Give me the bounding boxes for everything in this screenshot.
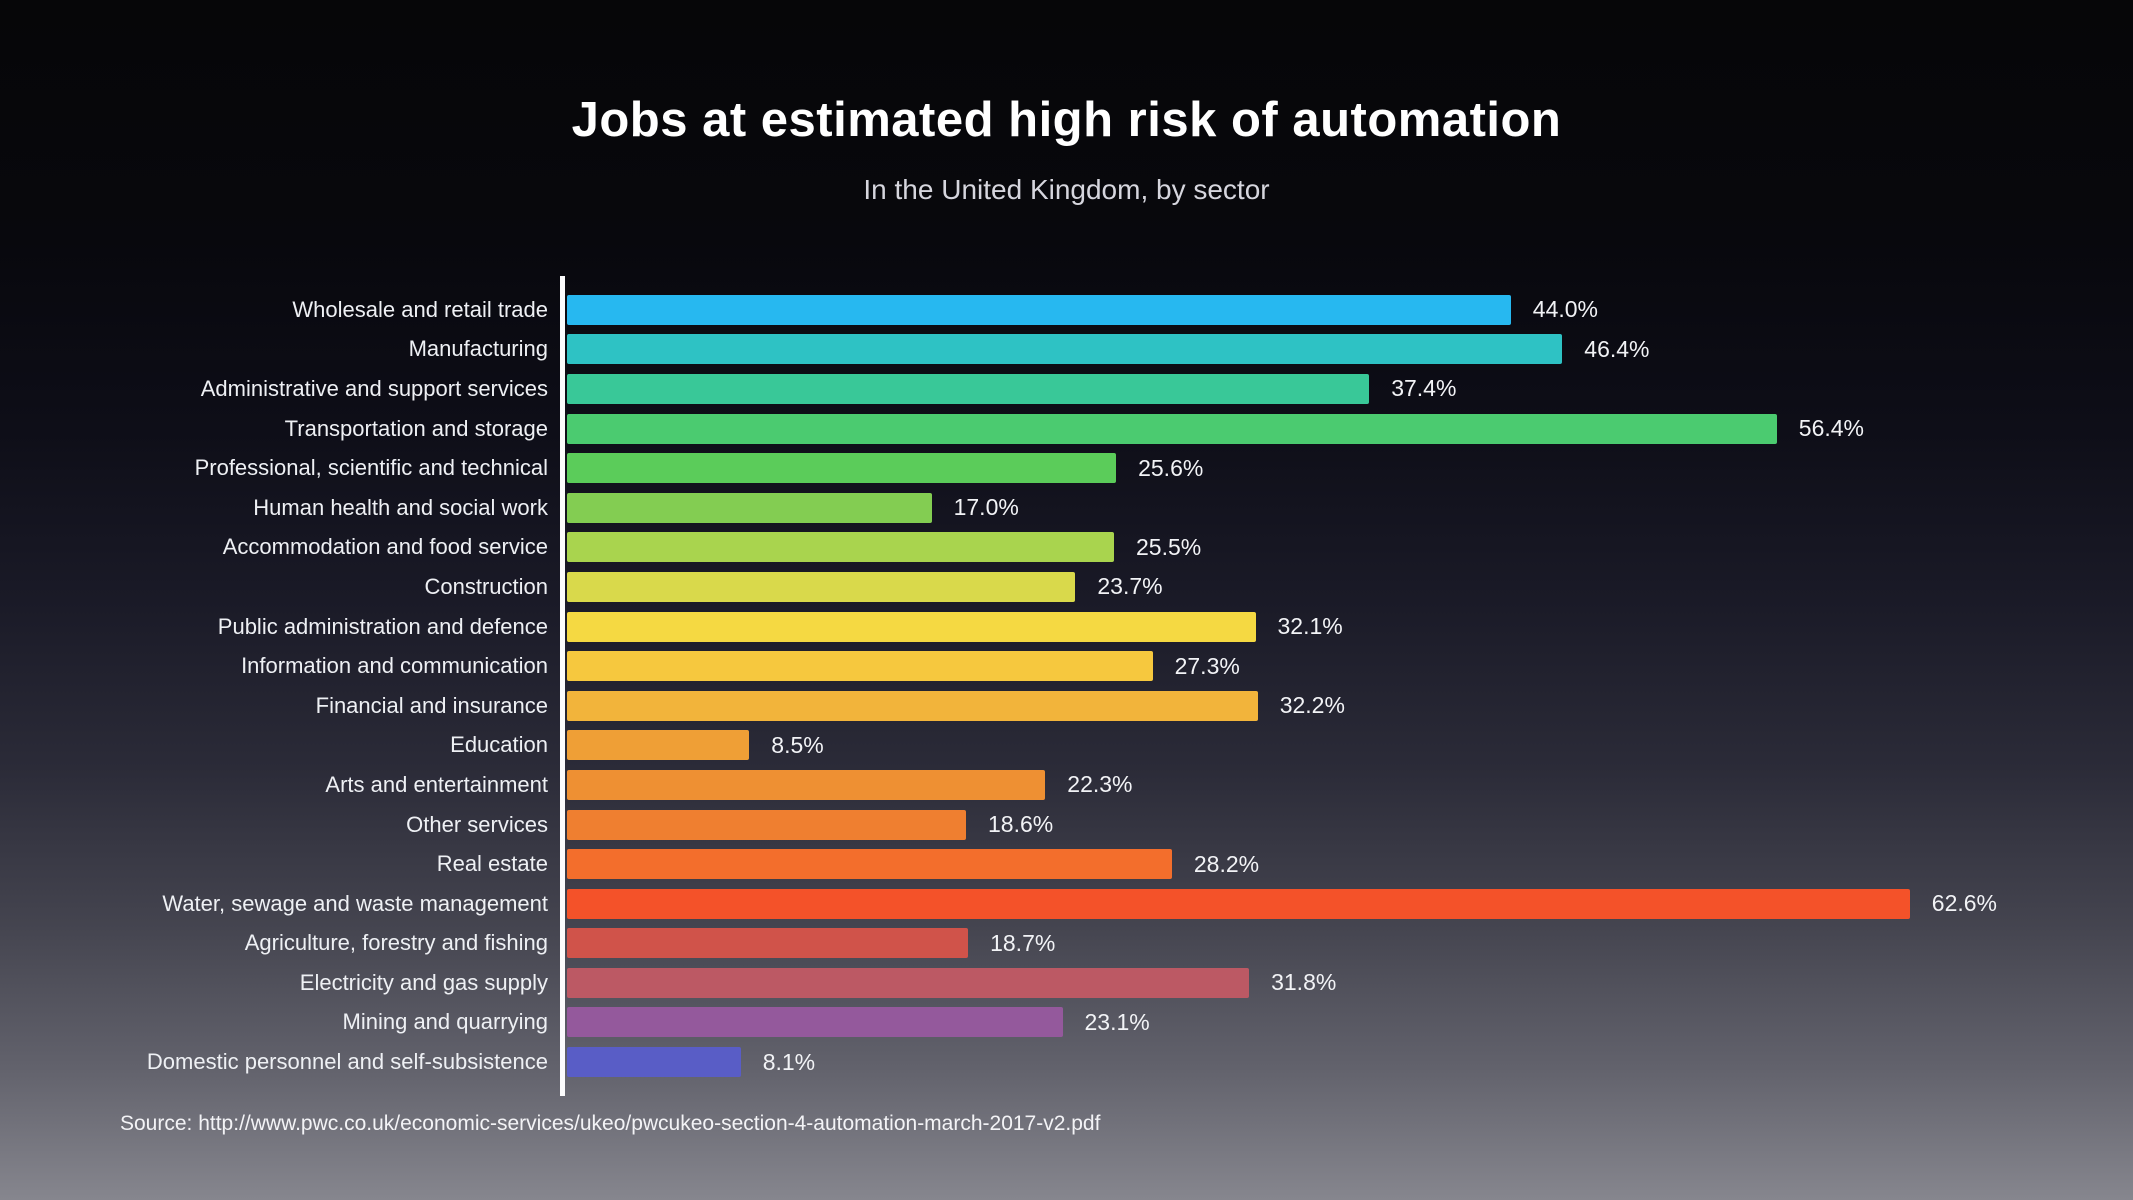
bar-row: Agriculture, forestry and fishing 18.7%	[0, 924, 2133, 964]
value-label: 18.6%	[988, 811, 1054, 838]
y-axis-line	[560, 276, 565, 1096]
bar-row: Financial and insurance 32.2%	[0, 686, 2133, 726]
category-label: Other services	[406, 811, 548, 837]
bar	[567, 967, 1250, 998]
category-label: Education	[450, 732, 548, 758]
category-label: Wholesale and retail trade	[292, 296, 548, 322]
value-label: 23.7%	[1097, 573, 1163, 600]
value-label: 27.3%	[1174, 652, 1240, 679]
bar-row: Domestic personnel and self-subsistence 8…	[0, 1042, 2133, 1082]
automation-risk-infographic: Jobs at estimated high risk of automatio…	[0, 0, 2133, 1135]
bar-row: Professional, scientific and technical 25…	[0, 448, 2133, 488]
bar	[567, 1047, 741, 1078]
value-label: 28.2%	[1193, 850, 1260, 877]
bar-row: Real estate 28.2%	[0, 844, 2133, 884]
category-label: Agriculture, forestry and fishing	[244, 930, 548, 956]
category-label: Arts and entertainment	[325, 771, 548, 797]
bar	[567, 928, 969, 959]
bar	[567, 571, 1076, 602]
value-label: 8.1%	[762, 1048, 816, 1075]
bar	[567, 373, 1370, 404]
category-label: Construction	[424, 573, 548, 599]
bar-rows: Wholesale and retail trade 44.0% Manufactu…	[0, 290, 2133, 1082]
category-label: Professional, scientific and technical	[194, 455, 548, 481]
category-label: Administrative and support services	[200, 375, 548, 401]
category-label: Water, sewage and waste management	[162, 890, 548, 916]
bar	[567, 532, 1114, 563]
bar-row: Electricity and gas supply 31.8%	[0, 963, 2133, 1003]
value-label: 62.6%	[1931, 890, 1998, 917]
bar	[567, 453, 1117, 484]
value-label: 32.1%	[1277, 613, 1343, 640]
bar	[567, 492, 932, 523]
value-label: 8.5%	[771, 731, 824, 758]
value-label: 37.4%	[1391, 375, 1457, 402]
bar-row: Arts and entertainment 22.3%	[0, 765, 2133, 805]
value-label: 32.2%	[1279, 692, 1345, 719]
chart-subtitle: In the United Kingdom, by sector	[863, 174, 1270, 205]
bar-row: Transportation and storage 56.4%	[0, 409, 2133, 449]
value-label: 18.7%	[990, 929, 1056, 956]
bar-row: Public administration and defence 32.1%	[0, 607, 2133, 647]
value-label: 25.6%	[1138, 454, 1204, 481]
bar	[567, 809, 966, 840]
value-label: 56.4%	[1798, 415, 1865, 442]
bar-row: Wholesale and retail trade 44.0%	[0, 290, 2133, 330]
bar-row: Administrative and support services 37.4%	[0, 369, 2133, 409]
bar	[567, 611, 1256, 642]
bar-row: Other services 18.6%	[0, 805, 2133, 845]
category-label: Real estate	[436, 851, 548, 877]
category-label: Manufacturing	[408, 336, 548, 362]
bar	[567, 651, 1153, 682]
bar-row: Mining and quarrying 23.1%	[0, 1003, 2133, 1043]
bar-row: Education 8.5%	[0, 726, 2133, 766]
bar-row: Human health and social work 17.0%	[0, 488, 2133, 528]
bar-row: Manufacturing 46.4%	[0, 330, 2133, 370]
category-label: Accommodation and food service	[222, 534, 548, 560]
bar	[567, 849, 1172, 880]
bar	[567, 413, 1777, 444]
bar	[567, 888, 1910, 919]
value-label: 44.0%	[1532, 296, 1599, 323]
category-label: Domestic personnel and self-subsistence	[146, 1049, 548, 1075]
bar	[567, 294, 1511, 325]
bar	[567, 334, 1563, 365]
value-label: 25.5%	[1136, 533, 1202, 560]
value-label: 22.3%	[1067, 771, 1133, 798]
bar	[567, 730, 750, 761]
bar	[567, 1007, 1063, 1038]
bar	[567, 690, 1258, 721]
bar-chart: Wholesale and retail trade 44.0% Manufactu…	[0, 276, 2133, 1096]
category-label: Mining and quarrying	[342, 1009, 548, 1035]
value-label: 46.4%	[1584, 335, 1650, 362]
bar-row: Construction 23.7%	[0, 567, 2133, 607]
source-citation: Source: http://www.pwc.co.uk/economic-se…	[120, 1112, 1101, 1135]
bar	[567, 769, 1046, 800]
category-label: Information and communication	[241, 653, 548, 679]
category-label: Public administration and defence	[217, 613, 548, 639]
chart-title: Jobs at estimated high risk of automatio…	[571, 93, 1562, 147]
category-label: Electricity and gas supply	[299, 969, 548, 995]
category-label: Transportation and storage	[284, 415, 548, 441]
category-label: Financial and insurance	[315, 692, 548, 718]
bar-row: Information and communication 27.3%	[0, 646, 2133, 686]
category-label: Human health and social work	[253, 494, 548, 520]
value-label: 17.0%	[953, 494, 1019, 521]
bar-row: Accommodation and food service 25.5%	[0, 528, 2133, 568]
bar-row: Water, sewage and waste management 62.6%	[0, 884, 2133, 924]
value-label: 31.8%	[1271, 969, 1337, 996]
value-label: 23.1%	[1084, 1008, 1150, 1035]
